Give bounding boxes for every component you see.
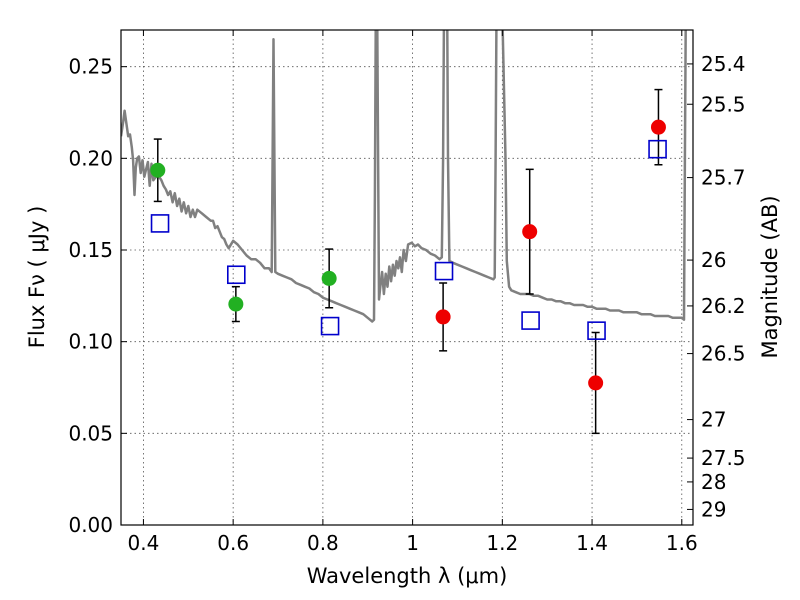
y2-tick-label: 25.5: [701, 92, 746, 116]
y2-tick-label: 29: [701, 497, 726, 521]
y2-tick-label: 28: [701, 470, 726, 494]
y2-tick-label: 26.2: [701, 294, 746, 318]
y-tick-label: 0.00: [68, 513, 113, 537]
y-tick-label: 0.15: [68, 238, 113, 262]
y-axis-label: Flux Fν ( μJy ): [25, 206, 49, 349]
y-tick-label: 0.10: [68, 330, 113, 354]
y-tick-label: 0.05: [68, 421, 113, 445]
x-tick-label: 0.6: [217, 531, 249, 555]
model-square-point: [320, 316, 340, 336]
y2-tick-label: 25.7: [701, 166, 746, 190]
y2-tick-label: 27.5: [701, 446, 746, 470]
red-data-point: [435, 309, 451, 325]
green-data-point: [321, 270, 337, 286]
plot-frame: [120, 29, 694, 526]
red-data-point: [650, 119, 666, 135]
model-square-point: [648, 139, 667, 159]
grid-lines: [121, 30, 693, 526]
model-square-point: [434, 261, 454, 281]
y2-tick-label: 26.5: [701, 342, 746, 366]
plot-area: [121, 30, 687, 435]
model-spectrum-line: [121, 30, 687, 323]
x-tick-label: 1.2: [486, 531, 518, 555]
y2-tick-label: 26: [701, 248, 726, 272]
y-tick-label: 0.25: [68, 55, 113, 79]
axis-ticks: 0.4 0.6 0.8 1 1.2 1.4 1.6 0.00 0.05 0.10 0.15 0.20 0…: [68, 30, 746, 555]
y2-axis-label: Magnitude (AB): [758, 195, 782, 358]
model-square-point: [150, 214, 170, 233]
y2-tick-label: 25.4: [701, 52, 746, 76]
x-tick-label: 1.4: [576, 531, 608, 555]
x-tick-label: 0.4: [128, 531, 160, 555]
x-tick-label: 0.8: [307, 531, 339, 555]
x-tick-label: 1.6: [666, 531, 698, 555]
model-square-point: [226, 265, 246, 285]
x-axis-label: Wavelength λ (μm): [307, 564, 508, 588]
green-data-point: [228, 296, 244, 312]
model-square-point: [587, 321, 606, 340]
x-tick-label: 1: [406, 531, 419, 555]
y-tick-label: 0.20: [68, 146, 113, 170]
model-square-point: [521, 311, 540, 330]
red-data-point: [522, 224, 538, 240]
red-data-point: [588, 375, 604, 391]
green-data-point: [150, 162, 166, 178]
y2-tick-label: 27: [701, 408, 726, 432]
